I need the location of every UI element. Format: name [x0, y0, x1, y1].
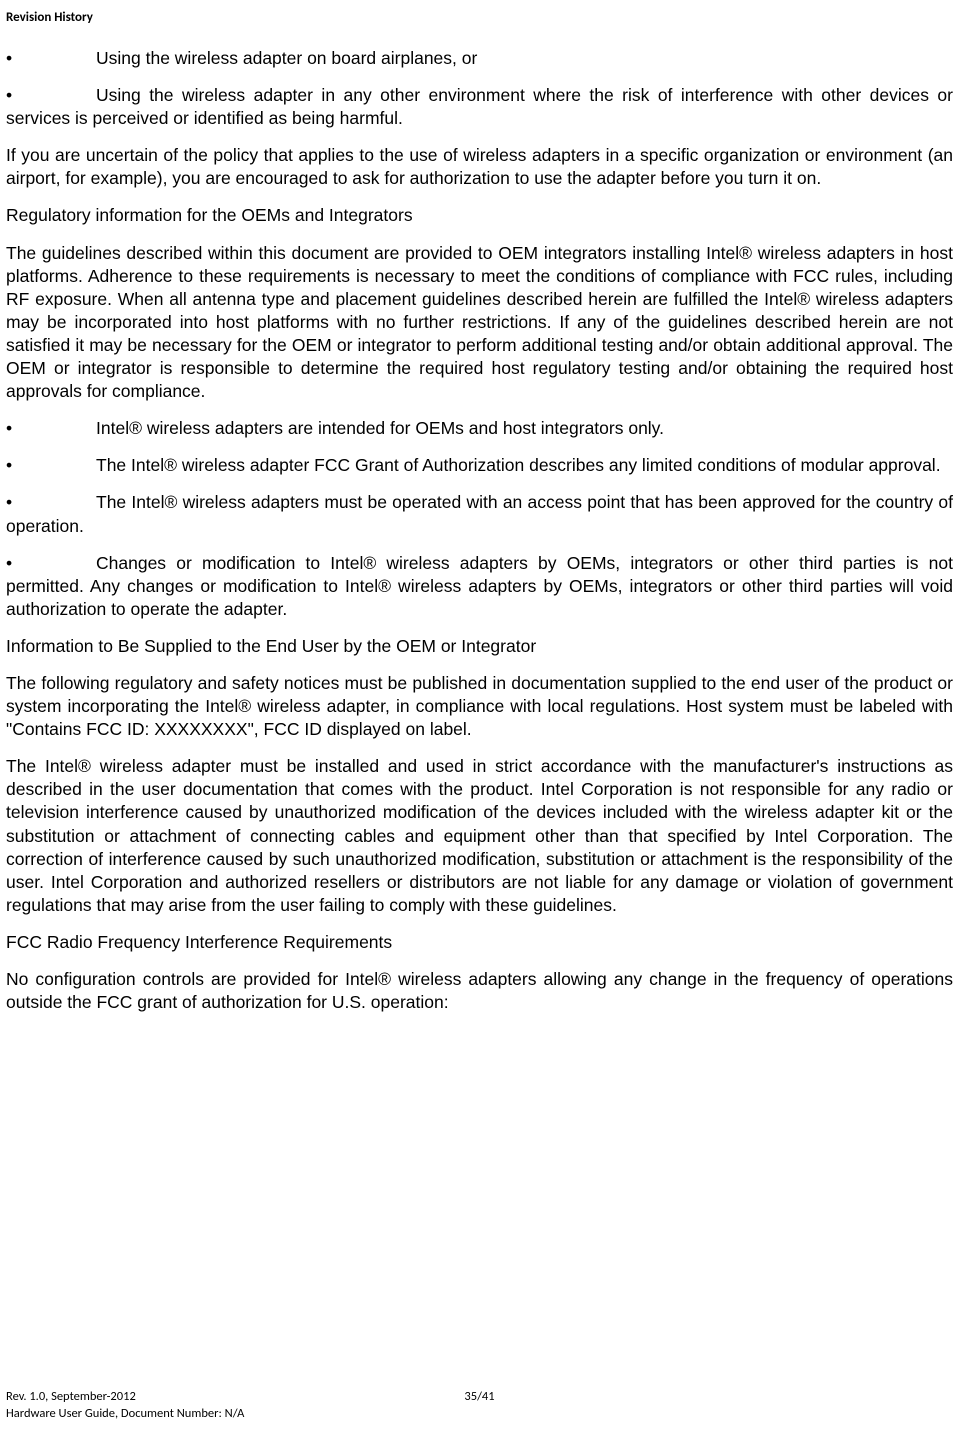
bullet-item: •Using the wireless adapter on board air…: [6, 47, 953, 70]
paragraph: No configuration controls are provided f…: [6, 968, 953, 1014]
bullet-marker: •: [6, 84, 96, 107]
footer-doc-number: Hardware User Guide, Document Number: N/…: [6, 1406, 953, 1423]
paragraph: The guidelines described within this doc…: [6, 242, 953, 404]
bullet-marker: •: [6, 47, 96, 70]
paragraph: The Intel® wireless adapter must be inst…: [6, 755, 953, 917]
paragraph: The following regulatory and safety noti…: [6, 672, 953, 741]
section-heading: Regulatory information for the OEMs and …: [6, 204, 953, 227]
header-title: Revision History: [6, 10, 93, 25]
bullet-text: Intel® wireless adapters are intended fo…: [96, 418, 664, 438]
bullet-marker: •: [6, 454, 96, 477]
footer-page-number: 35/41: [6, 1389, 953, 1406]
bullet-text: Using the wireless adapter on board airp…: [96, 48, 477, 68]
bullet-item: •Changes or modification to Intel® wirel…: [6, 552, 953, 621]
bullet-text: The Intel® wireless adapters must be ope…: [6, 492, 953, 535]
bullet-item: •The Intel® wireless adapter FCC Grant o…: [6, 454, 953, 477]
bullet-text: Using the wireless adapter in any other …: [6, 85, 953, 128]
bullet-item: •The Intel® wireless adapters must be op…: [6, 491, 953, 537]
footer-line-2: Hardware User Guide, Document Number: N/…: [6, 1406, 953, 1423]
page-content: •Using the wireless adapter on board air…: [6, 47, 953, 1014]
page-footer: Rev. 1.0, September-2012 35/41 Hardware …: [6, 1389, 953, 1423]
paragraph: If you are uncertain of the policy that …: [6, 144, 953, 190]
bullet-marker: •: [6, 491, 96, 514]
bullet-text: Changes or modification to Intel® wirele…: [6, 553, 953, 619]
bullet-item: •Intel® wireless adapters are intended f…: [6, 417, 953, 440]
footer-line-1: Rev. 1.0, September-2012 35/41: [6, 1389, 953, 1406]
section-heading: Information to Be Supplied to the End Us…: [6, 635, 953, 658]
section-heading: FCC Radio Frequency Interference Require…: [6, 931, 953, 954]
bullet-text: The Intel® wireless adapter FCC Grant of…: [96, 455, 941, 475]
bullet-item: •Using the wireless adapter in any other…: [6, 84, 953, 130]
page-header: Revision History: [6, 10, 953, 25]
bullet-marker: •: [6, 417, 96, 440]
bullet-marker: •: [6, 552, 96, 575]
